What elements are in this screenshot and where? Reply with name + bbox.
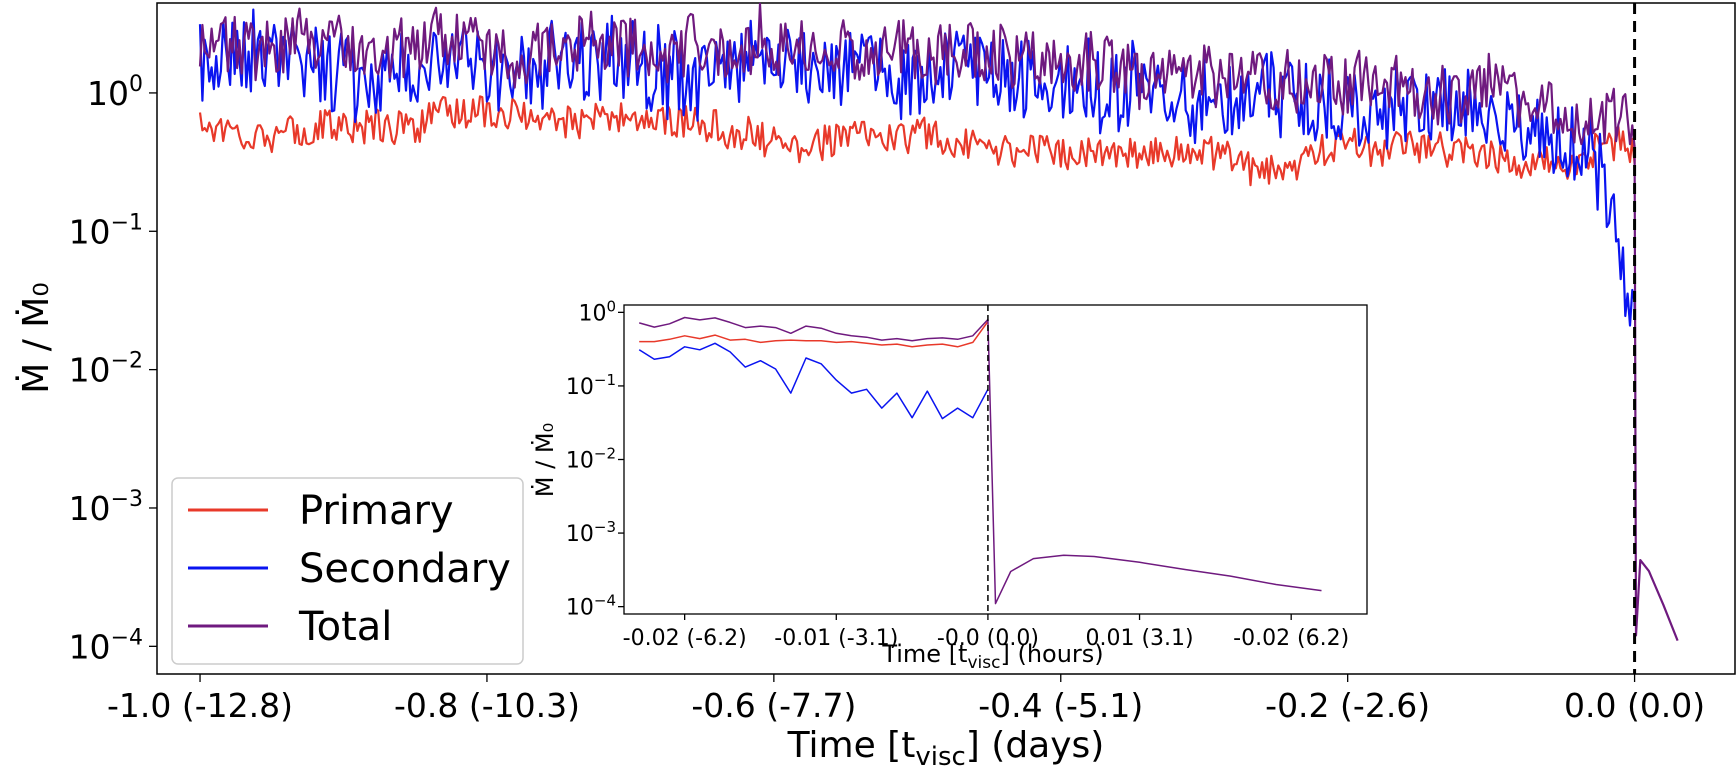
main-x-tick-label: -0.4 (-5.1) (978, 686, 1143, 725)
inset-y-tick-label: 10−1 (566, 371, 616, 400)
inset-y-tick-label: 10−2 (566, 445, 616, 474)
inset-x-axis-label: Time [tvisc] (hours) (881, 640, 1103, 673)
main-xlabel-sub: visc (915, 742, 965, 770)
inset-y-ticks: 100 10−1 10−2 10−3 10−4 (566, 297, 624, 621)
main-series-total (198, 2, 1679, 642)
main-panel: -1.0 (-12.8) -0.8 (-10.3) -0.6 (-7.7) -0.4 … (15, 2, 1736, 770)
main-x-tick-label: -0.8 (-10.3) (394, 686, 580, 725)
main-xlabel-post: ] (days) (966, 725, 1105, 766)
inset-y-axis-label: Ṁ / Ṁ₀ (530, 423, 559, 497)
inset-xlabel-post: ] (hours) (1000, 640, 1103, 668)
main-xlabel-pre: Time [t (787, 725, 916, 766)
inset-y-tick-label: 10−4 (566, 592, 616, 621)
inset-series-total (638, 316, 1322, 605)
legend: Primary Secondary Total (171, 477, 524, 665)
inset-y-tick-label: 10−3 (566, 518, 616, 547)
inset-background (623, 304, 1368, 615)
inset-x-tick-label: -0.01 (-3.1) (774, 626, 898, 651)
inset-series-group (638, 316, 1322, 605)
legend-label-primary: Primary (299, 488, 454, 534)
main-x-tick-label: -1.0 (-12.8) (107, 686, 293, 725)
inset-x-tick-label: 0.01 (3.1) (1085, 626, 1193, 651)
inset-x-tick-label: -0.02 (-6.2) (623, 626, 747, 651)
inset-x-tick-label: -0.02 (6.2) (1233, 626, 1349, 651)
inset-x-ticks: -0.02 (-6.2) -0.01 (-3.1) -0.0 (0.0) 0.01 (… (623, 614, 1349, 651)
main-x-tick-label: -0.6 (-7.7) (691, 686, 856, 725)
main-series-group (198, 2, 1679, 642)
inset-panel: -0.02 (-6.2) -0.01 (-3.1) -0.0 (0.0) 0.01 (… (530, 297, 1368, 673)
inset-series-primary (639, 321, 989, 348)
main-series-primary (198, 95, 1636, 187)
main-y-tick-label: 10−3 (69, 487, 143, 528)
legend-label-total: Total (298, 604, 392, 650)
main-plot-frame (156, 2, 1736, 675)
main-x-tick-label: 0.0 (0.0) (1564, 686, 1705, 725)
main-x-tick-label: -0.2 (-2.6) (1265, 686, 1430, 725)
main-y-tick-label: 10−2 (69, 349, 143, 390)
main-y-tick-label: 100 (87, 72, 143, 113)
main-x-ticks: -1.0 (-12.8) -0.8 (-10.3) -0.6 (-7.7) -0.4 … (107, 674, 1705, 725)
main-y-axis-label: Ṁ / Ṁ₀ (15, 282, 57, 394)
main-y-tick-label: 10−4 (69, 625, 143, 666)
inset-xlabel-pre: Time [t (881, 640, 967, 668)
inset-x-tick-label: -0.0 (0.0) (937, 626, 1039, 651)
main-y-tick-label: 10−1 (69, 210, 143, 251)
inset-xlabel-sub: visc (967, 653, 1000, 673)
legend-label-secondary: Secondary (299, 546, 511, 592)
main-y-ticks: 100 10−1 10−2 10−3 10−4 (69, 72, 157, 666)
main-x-axis-label: Time [tvisc] (days) (787, 725, 1105, 770)
inset-y-tick-label: 100 (578, 297, 616, 326)
inset-series-secondary (638, 342, 989, 420)
legend-box (171, 477, 524, 665)
